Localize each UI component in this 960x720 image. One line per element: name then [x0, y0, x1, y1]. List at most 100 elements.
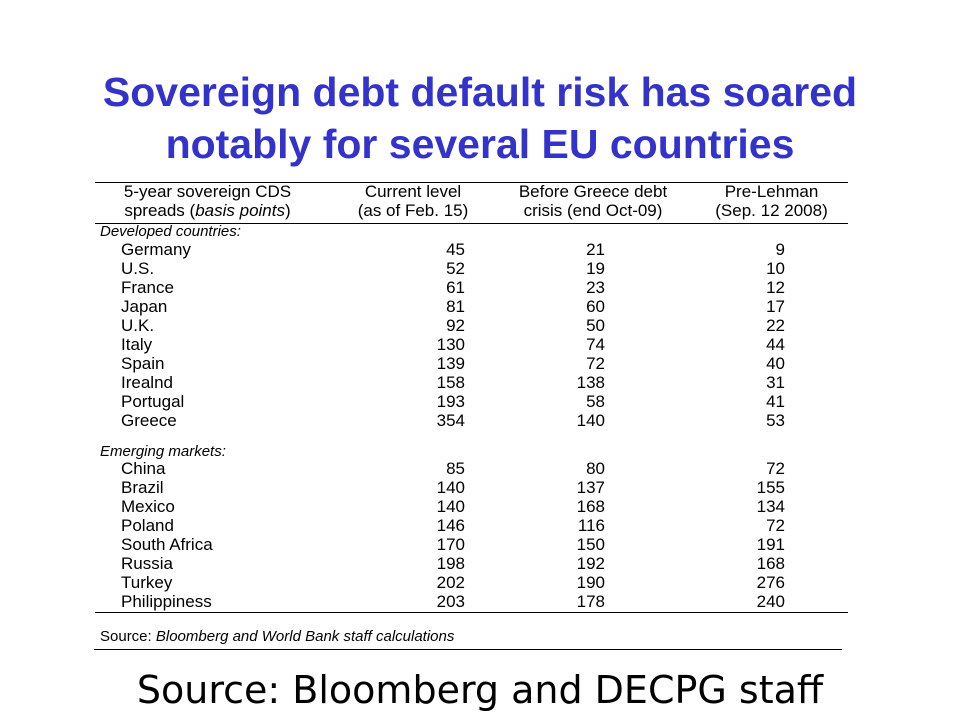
table-row: France 61 23 12	[95, 278, 848, 297]
current-level-cell: 92	[446, 316, 465, 335]
current-level-cell: 193	[436, 392, 465, 411]
before-greece-cell: 190	[576, 573, 605, 592]
country-cell: Irealnd	[121, 373, 173, 392]
current-level-cell: 170	[436, 535, 465, 554]
before-greece-cell: 140	[576, 411, 605, 430]
country-cell: Italy	[121, 335, 153, 354]
current-level-cell: 146	[436, 516, 465, 535]
table-row: Germany 45 21 9	[95, 240, 848, 259]
current-level-cell: 52	[446, 259, 465, 278]
table-bottom-rule	[95, 612, 848, 613]
current-level-cell: 85	[446, 459, 465, 478]
current-level-cell: 354	[436, 411, 465, 430]
pre-lehman-cell: 72	[766, 459, 785, 478]
table-row: Irealnd 158 138 31	[95, 373, 848, 392]
current-level-cell: 130	[436, 335, 465, 354]
before-greece-cell: 138	[576, 373, 605, 392]
before-greece-cell: 192	[576, 554, 605, 573]
pre-lehman-cell: 9	[775, 240, 785, 259]
pre-lehman-cell: 240	[756, 592, 785, 611]
table-row: South Africa 170 150 191	[95, 535, 848, 554]
table-row: Portugal 193 58 41	[95, 392, 848, 411]
pre-lehman-cell: 10	[766, 259, 785, 278]
before-greece-cell: 60	[586, 297, 605, 316]
section-emerging-label: Emerging markets:	[100, 443, 226, 460]
country-cell: Philippiness	[121, 592, 212, 611]
slide-source: Source: Bloomberg and DECPG staff	[136, 668, 824, 712]
before-greece-cell: 137	[576, 478, 605, 497]
table-row: China 85 80 72	[95, 459, 848, 478]
pre-lehman-cell: 40	[766, 354, 785, 373]
before-greece-cell: 150	[576, 535, 605, 554]
country-cell: China	[121, 459, 166, 478]
note-text: Bloomberg and World Bank staff calculati…	[155, 628, 455, 645]
pre-lehman-cell: 22	[766, 316, 785, 335]
current-level-cell: 81	[446, 297, 465, 316]
table-row: Japan 81 60 17	[95, 297, 848, 316]
country-cell: Spain	[121, 354, 165, 373]
header-current-line2: (as of Feb. 15)	[357, 201, 469, 220]
before-greece-cell: 50	[586, 316, 605, 335]
country-cell: Japan	[121, 297, 168, 316]
pre-lehman-cell: 168	[756, 554, 785, 573]
table-row: Greece 354 140 53	[95, 411, 848, 430]
table-row: Philippiness 203 178 240	[95, 592, 848, 611]
pre-lehman-cell: 44	[766, 335, 785, 354]
pre-lehman-cell: 191	[756, 535, 785, 554]
pre-lehman-cell: 41	[766, 392, 785, 411]
pre-lehman-cell: 53	[766, 411, 785, 430]
table-row: Russia 198 192 168	[95, 554, 848, 573]
pre-lehman-cell: 31	[766, 373, 785, 392]
note-prefix: Source:	[100, 628, 156, 645]
table-row: U.K. 92 50 22	[95, 316, 848, 335]
table-source-note: Source: Bloomberg and World Bank staff c…	[100, 628, 454, 645]
title-line-1: Sovereign debt default risk has soared	[102, 69, 858, 115]
header-before-greece-line2: crisis (end Oct-09)	[523, 201, 663, 220]
country-cell: Russia	[121, 554, 173, 573]
country-cell: Turkey	[121, 573, 173, 592]
before-greece-cell: 21	[586, 240, 605, 259]
country-cell: South Africa	[121, 535, 213, 554]
note-bottom-rule	[94, 649, 842, 650]
title-line-2: notably for several EU countries	[165, 121, 795, 167]
current-level-cell: 198	[436, 554, 465, 573]
header-before-greece: Before Greece debt crisis (end Oct-09)	[493, 182, 693, 222]
country-cell: Brazil	[121, 478, 164, 497]
pre-lehman-cell: 134	[756, 497, 785, 516]
before-greece-cell: 74	[586, 335, 605, 354]
header-measure-line1: 5-year sovereign CDS	[123, 182, 292, 201]
pre-lehman-cell: 12	[766, 278, 785, 297]
country-cell: Germany	[121, 240, 191, 259]
before-greece-cell: 23	[586, 278, 605, 297]
current-level-cell: 203	[436, 592, 465, 611]
before-greece-cell: 116	[577, 516, 605, 535]
header-current-line1: Current level	[364, 182, 462, 201]
country-cell: U.K.	[121, 316, 155, 335]
header-bottom-rule	[95, 223, 848, 224]
header-measure: 5-year sovereign CDS spreads (basis poin…	[95, 182, 320, 222]
current-level-cell: 140	[436, 497, 465, 516]
current-level-cell: 45	[446, 240, 465, 259]
country-cell: Portugal	[121, 392, 185, 411]
header-pre-lehman-line2: (Sep. 12 2008)	[715, 201, 828, 220]
pre-lehman-cell: 276	[756, 573, 785, 592]
pre-lehman-cell: 155	[756, 478, 785, 497]
table-row: Italy 130 74 44	[95, 335, 848, 354]
country-cell: Greece	[121, 411, 177, 430]
header-before-greece-line1: Before Greece debt	[518, 182, 668, 201]
pre-lehman-cell: 72	[766, 516, 785, 535]
header-current: Current level (as of Feb. 15)	[333, 182, 493, 222]
header-pre-lehman-line1: Pre-Lehman	[724, 182, 819, 201]
before-greece-cell: 80	[586, 459, 605, 478]
before-greece-cell: 58	[586, 392, 605, 411]
table-row: Mexico 140 168 134	[95, 497, 848, 516]
current-level-cell: 140	[436, 478, 465, 497]
table-row: Spain 139 72 40	[95, 354, 848, 373]
table-row: U.S. 52 19 10	[95, 259, 848, 278]
section-developed-label: Developed countries:	[100, 223, 241, 240]
before-greece-cell: 178	[576, 592, 605, 611]
table-row: Brazil 140 137 155	[95, 478, 848, 497]
country-cell: France	[121, 278, 174, 297]
current-level-cell: 158	[436, 373, 465, 392]
before-greece-cell: 168	[576, 497, 605, 516]
